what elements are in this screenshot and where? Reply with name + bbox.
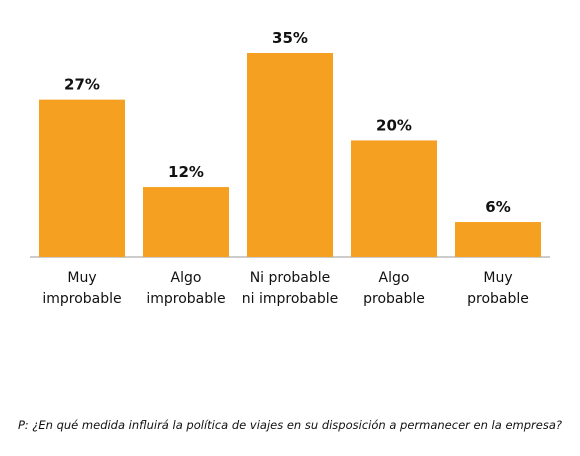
value-label-0: 27%	[64, 76, 100, 94]
value-label-2: 35%	[272, 29, 308, 47]
bar-0	[39, 99, 125, 257]
value-label-1: 12%	[168, 163, 204, 181]
value-label-4: 6%	[485, 198, 510, 216]
category-label-1: Algo improbable	[146, 270, 225, 307]
value-label-3: 20%	[376, 116, 412, 134]
question-footnote: P: ¿En qué medida influirá la política d…	[18, 418, 562, 432]
category-label-0: Muy improbable	[42, 270, 121, 307]
bar-2	[247, 53, 333, 257]
bar-3	[351, 140, 437, 257]
category-label-4: Muy probable	[467, 270, 529, 307]
bar-chart: 27% Muy improbable 12% Algo improbable 35% Ni p…	[30, 29, 550, 307]
category-label-3: Algo probable	[363, 270, 425, 307]
bar-1	[143, 187, 229, 257]
bar-4	[455, 222, 541, 257]
category-label-2: Ni probable ni improbable	[242, 270, 339, 307]
